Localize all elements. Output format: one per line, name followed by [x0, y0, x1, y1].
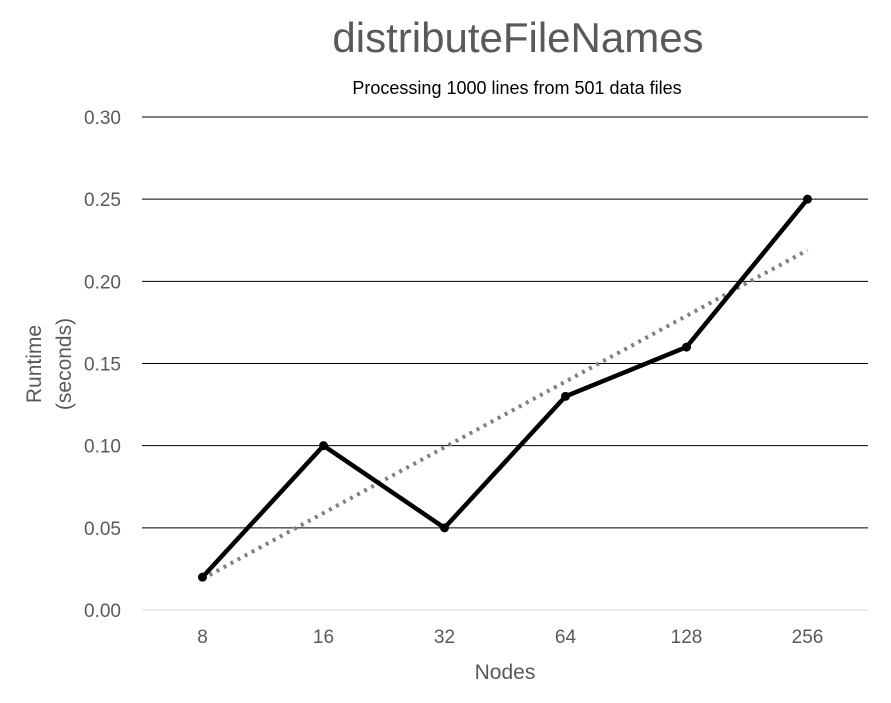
y-tick-label: 0.20 — [84, 272, 121, 293]
x-tick-label: 128 — [671, 627, 703, 648]
data-point — [440, 523, 449, 533]
y-tick-label: 0.25 — [84, 190, 121, 211]
series-line — [200, 196, 810, 580]
y-axis-tick-labels: 0.00 0.05 0.10 0.15 0.20 0.25 0.30 — [84, 108, 121, 622]
data-point — [561, 391, 570, 401]
linear-trendline — [201, 248, 809, 581]
data-point — [803, 194, 812, 204]
y-axis-label-line-2: (seconds) — [53, 318, 76, 410]
y-tick-label: 0.10 — [84, 437, 121, 458]
x-tick-label: 8 — [197, 627, 208, 648]
data-point — [198, 572, 207, 582]
x-tick-label: 64 — [555, 627, 577, 648]
x-axis-tick-labels: 8 16 32 64 128 256 — [197, 627, 823, 648]
y-tick-label: 0.05 — [84, 519, 121, 540]
y-tick-label: 0.15 — [84, 355, 121, 376]
x-axis-label: Nodes — [475, 661, 536, 684]
chart-title: distributeFileNames — [332, 14, 703, 61]
data-point — [319, 441, 328, 451]
y-tick-label: 0.00 — [84, 601, 121, 622]
x-tick-label: 256 — [792, 627, 824, 648]
chart-subtitle: Processing 1000 lines from 501 data file… — [352, 78, 681, 98]
trendline-layer — [201, 248, 809, 581]
y-axis-label-group: Runtime (seconds) — [23, 318, 76, 410]
y-axis-label-line-1: Runtime — [23, 325, 46, 403]
x-tick-label: 32 — [434, 627, 455, 648]
y-tick-label: 0.30 — [84, 108, 121, 129]
data-point — [682, 342, 691, 352]
gridlines — [142, 116, 868, 611]
x-tick-label: 16 — [313, 627, 334, 648]
series-layer — [198, 194, 812, 582]
